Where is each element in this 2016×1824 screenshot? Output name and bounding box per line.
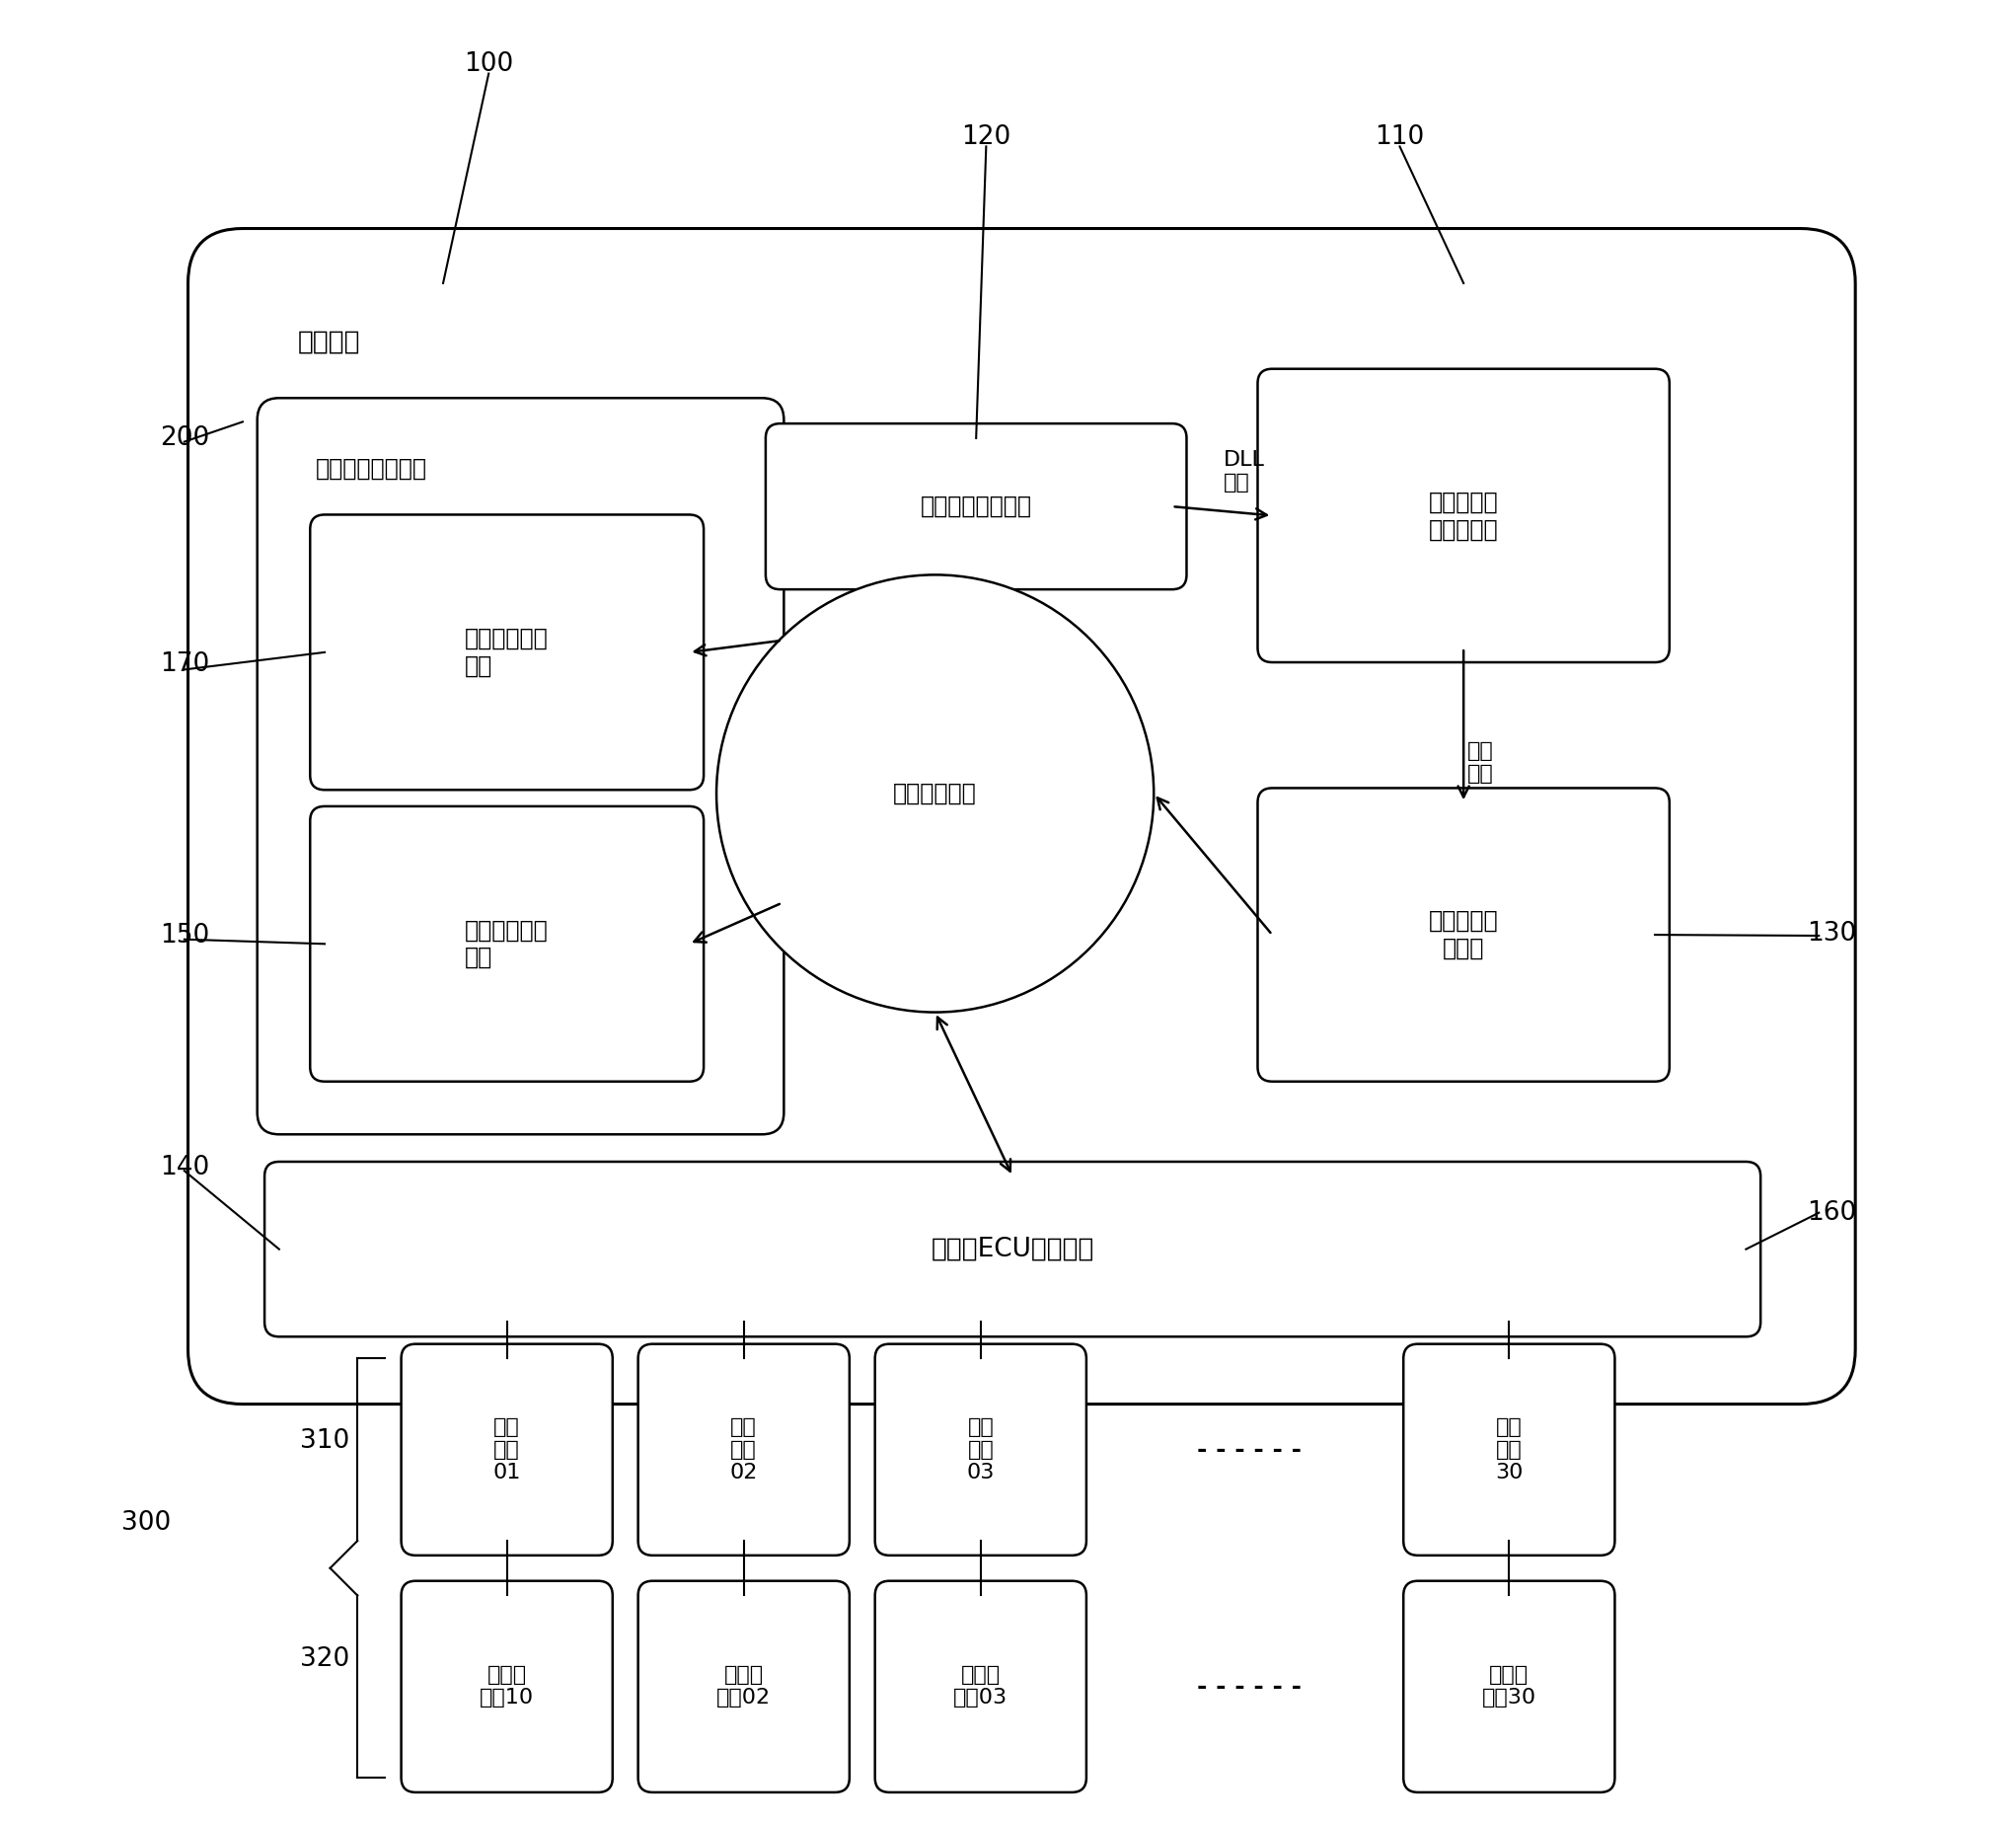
Text: 网络教学显示单元: 网络教学显示单元 xyxy=(317,456,427,480)
Circle shape xyxy=(716,575,1153,1012)
FancyBboxPatch shape xyxy=(1403,1581,1615,1793)
Text: 160: 160 xyxy=(1806,1200,1857,1226)
Text: 150: 150 xyxy=(159,923,210,948)
FancyBboxPatch shape xyxy=(639,1344,849,1556)
Text: 学生
终端
03: 学生 终端 03 xyxy=(966,1417,994,1483)
Text: 汽车诊
断仐30: 汽车诊 断仐30 xyxy=(1482,1665,1536,1707)
Text: 110: 110 xyxy=(1375,124,1425,150)
Text: 140: 140 xyxy=(159,1155,210,1180)
FancyBboxPatch shape xyxy=(1258,368,1669,662)
FancyBboxPatch shape xyxy=(1258,788,1669,1082)
Text: 多线程ECU模拟模块: 多线程ECU模拟模块 xyxy=(931,1237,1095,1262)
Text: 200: 200 xyxy=(159,425,210,451)
Text: 300: 300 xyxy=(121,1510,171,1536)
FancyBboxPatch shape xyxy=(401,1581,613,1793)
Text: 文件
方式: 文件 方式 xyxy=(1468,741,1494,784)
Text: 320: 320 xyxy=(300,1647,349,1673)
Text: DLL
调用: DLL 调用 xyxy=(1224,449,1264,492)
FancyBboxPatch shape xyxy=(401,1344,613,1556)
Text: 学生
终端
01: 学生 终端 01 xyxy=(492,1417,520,1483)
Text: 100: 100 xyxy=(464,51,514,77)
FancyBboxPatch shape xyxy=(310,514,704,790)
FancyBboxPatch shape xyxy=(875,1581,1087,1793)
FancyBboxPatch shape xyxy=(1403,1344,1615,1556)
Text: 教学效果统计
模块: 教学效果统计 模块 xyxy=(466,917,548,970)
Text: 教师主机: 教师主机 xyxy=(296,328,361,354)
Text: 学生
终端
02: 学生 终端 02 xyxy=(730,1417,758,1483)
Text: 汽车诊
断仐03: 汽车诊 断仐03 xyxy=(954,1665,1008,1707)
Text: 120: 120 xyxy=(962,124,1010,150)
FancyBboxPatch shape xyxy=(310,806,704,1082)
FancyBboxPatch shape xyxy=(258,398,784,1135)
FancyBboxPatch shape xyxy=(187,228,1855,1404)
Text: 学生
终端
30: 学生 终端 30 xyxy=(1496,1417,1524,1483)
Text: 共享内存模块: 共享内存模块 xyxy=(893,782,978,806)
FancyBboxPatch shape xyxy=(264,1162,1760,1337)
Text: 诊断通讯数
据采集模块: 诊断通讯数 据采集模块 xyxy=(1429,491,1498,542)
Text: - - - - - -: - - - - - - xyxy=(1198,1674,1302,1698)
FancyBboxPatch shape xyxy=(639,1581,849,1793)
Text: 汽车诊断车型模块: 汽车诊断车型模块 xyxy=(921,494,1032,518)
Text: 学生终端监控
模块: 学生终端监控 模块 xyxy=(466,627,548,679)
Text: 310: 310 xyxy=(300,1428,349,1454)
FancyBboxPatch shape xyxy=(875,1344,1087,1556)
Text: 汽车诊
断仐10: 汽车诊 断仐10 xyxy=(480,1665,534,1707)
Text: 130: 130 xyxy=(1806,921,1857,947)
Text: - - - - - -: - - - - - - xyxy=(1198,1437,1302,1461)
Text: 170: 170 xyxy=(159,651,210,677)
Text: 汽车诊
断仐02: 汽车诊 断仐02 xyxy=(716,1665,770,1707)
Text: 诊断协议转
换模块: 诊断协议转 换模块 xyxy=(1429,908,1498,961)
FancyBboxPatch shape xyxy=(766,423,1187,589)
